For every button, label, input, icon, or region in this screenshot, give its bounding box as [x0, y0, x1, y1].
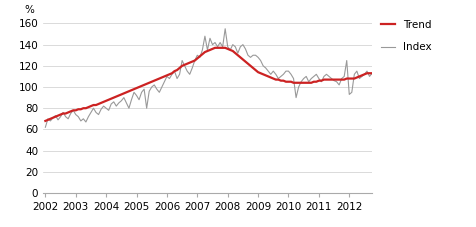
Line: Trend: Trend: [45, 48, 407, 121]
Index: [336, 84, 341, 86]
Text: %: %: [25, 5, 35, 15]
Legend: Trend, Index: Trend, Index: [380, 20, 431, 52]
Trend: [96, 103, 101, 105]
Index: [303, 75, 308, 78]
Trend: [404, 62, 409, 65]
Index: [154, 88, 159, 91]
Trend: [42, 120, 48, 122]
Trend: [68, 110, 73, 113]
Index: [68, 112, 73, 115]
Trend: [303, 81, 308, 84]
Index: [222, 27, 228, 30]
Index: [96, 113, 101, 116]
Index: [341, 75, 347, 78]
Trend: [154, 78, 159, 81]
Trend: [336, 78, 341, 81]
Index: [404, 62, 409, 65]
Line: Index: Index: [45, 29, 407, 127]
Trend: [341, 78, 347, 81]
Index: [42, 126, 48, 129]
Trend: [212, 47, 218, 49]
